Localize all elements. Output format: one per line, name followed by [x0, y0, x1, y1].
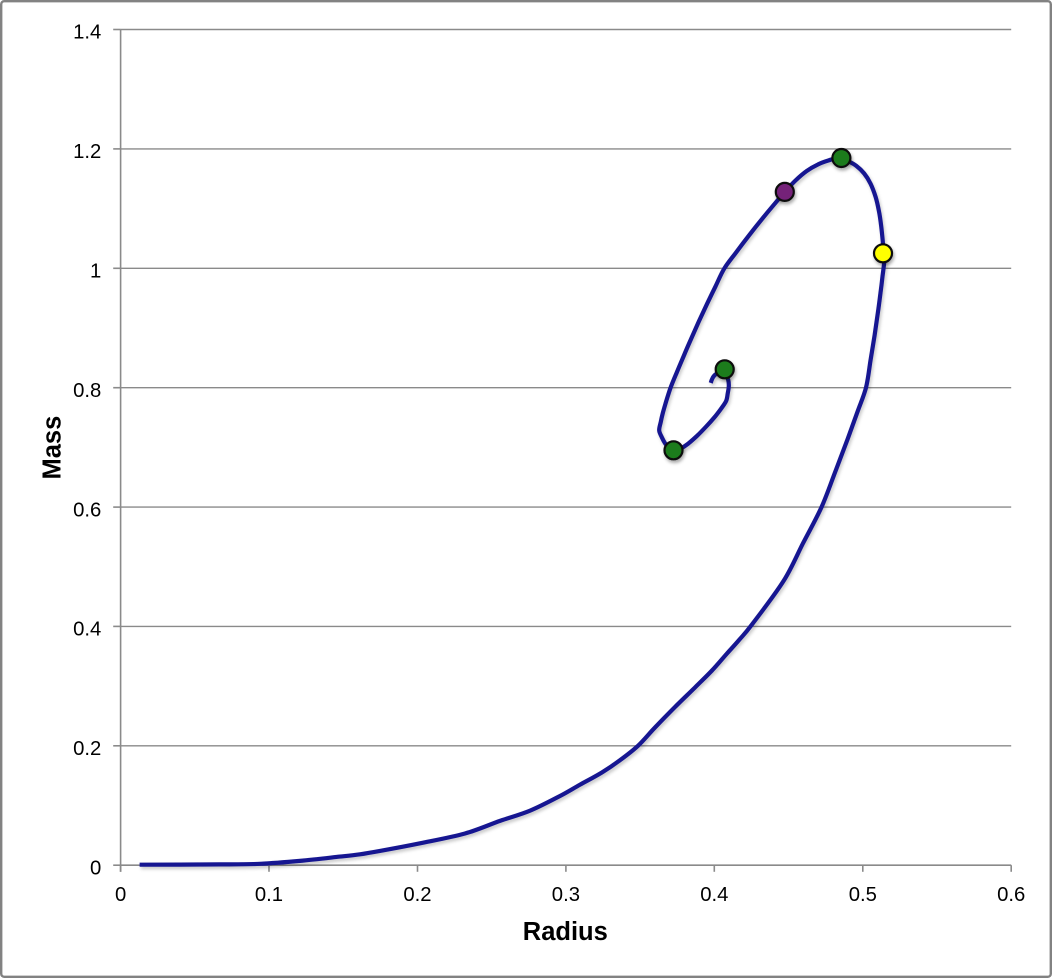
svg-text:0.4: 0.4: [700, 884, 728, 906]
svg-text:1.4: 1.4: [73, 22, 101, 44]
svg-text:0: 0: [115, 884, 126, 906]
svg-text:0.3: 0.3: [552, 884, 580, 906]
svg-text:0.8: 0.8: [73, 380, 101, 402]
svg-text:0.5: 0.5: [849, 884, 877, 906]
svg-text:Mass: Mass: [38, 416, 66, 480]
svg-text:0.1: 0.1: [255, 884, 283, 906]
svg-text:0.6: 0.6: [73, 499, 101, 521]
svg-text:0.2: 0.2: [73, 738, 101, 760]
svg-text:0.6: 0.6: [997, 884, 1025, 906]
svg-text:0: 0: [90, 857, 101, 879]
svg-text:1.2: 1.2: [73, 141, 101, 163]
svg-text:0.4: 0.4: [73, 619, 101, 641]
svg-text:0.2: 0.2: [403, 884, 431, 906]
svg-text:Radius: Radius: [523, 918, 608, 946]
svg-text:1: 1: [90, 261, 101, 283]
